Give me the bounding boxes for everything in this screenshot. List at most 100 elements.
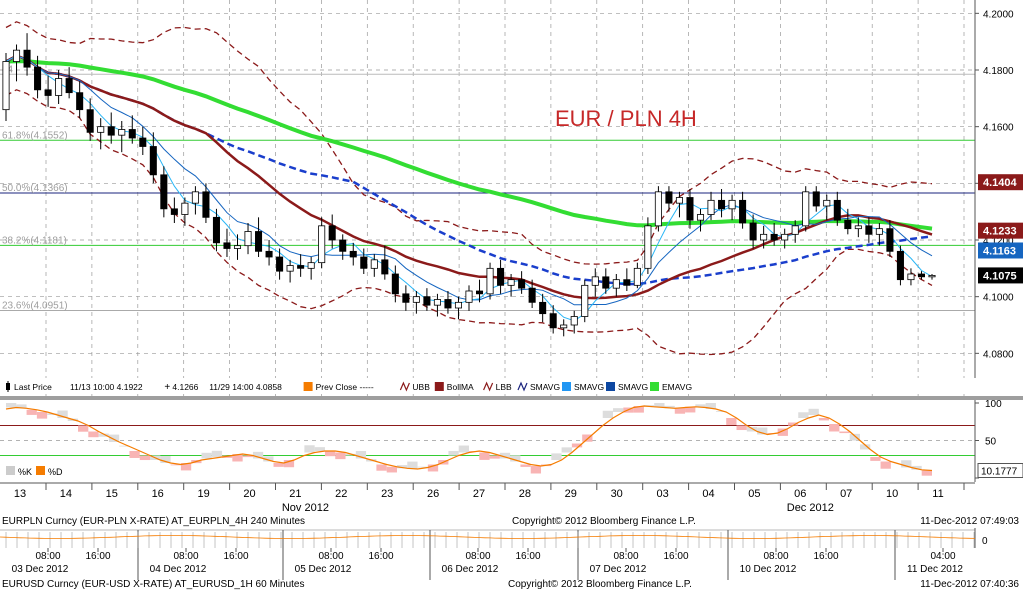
candle: [560, 319, 568, 337]
stochastic-background: [0, 400, 975, 482]
stoch-k-fill: [654, 403, 665, 408]
candle: [623, 268, 631, 291]
candle-body: [297, 265, 305, 269]
lower-bollinger-band: [5, 89, 933, 356]
eurusd-time-label: 16:00: [368, 551, 393, 562]
legend-item: UBB: [399, 381, 430, 392]
candle-body: [507, 279, 515, 286]
candle-body: [917, 273, 925, 278]
candle: [518, 271, 526, 294]
legend-item: 11/29 14:00 4.0858: [209, 382, 282, 392]
stoch-k-fill: [88, 431, 99, 438]
stoch-k-fill: [47, 413, 58, 415]
eurusd-date-label: 10 Dec 2012: [740, 564, 797, 575]
candle: [749, 214, 757, 249]
stochastic-axis: 100 50 10.1777: [975, 399, 1023, 479]
stoch-k-fill: [664, 405, 675, 409]
stoch-legend-swatch: [6, 466, 15, 475]
price-tag-box: [978, 267, 1023, 284]
candle-body: [539, 301, 547, 315]
price-tick-label: 4.1800: [983, 66, 1014, 77]
candle-body: [770, 233, 778, 241]
stoch-k-fill: [160, 456, 171, 463]
stoch-k-fill: [273, 463, 284, 467]
candle: [549, 305, 557, 334]
candle: [139, 126, 147, 155]
legend-label: SMAVG: [574, 382, 604, 392]
time-tick-label: 03: [656, 488, 668, 500]
stoch-k-fill: [921, 470, 932, 476]
time-tick-label: 06: [794, 488, 806, 500]
stoch-k-fill: [798, 412, 809, 418]
candle: [612, 274, 620, 297]
candle-body: [412, 296, 420, 303]
price-tick-label: 4.0800: [983, 349, 1014, 360]
candle: [307, 257, 315, 280]
candle: [581, 279, 589, 323]
stoch-tag-box: [977, 463, 1023, 478]
candle: [444, 291, 452, 314]
price-tag-label: 4.1075: [983, 270, 1017, 282]
candle-body: [749, 222, 757, 241]
footer-copyright: Copyright© 2012 Bloomberg Finance L.P.: [512, 516, 696, 527]
stoch-k-fill: [36, 412, 48, 419]
price-tag-label: 4.1404: [983, 177, 1018, 189]
candle-body: [665, 191, 673, 204]
candle: [486, 262, 494, 300]
stoch-k-fill: [829, 424, 840, 432]
candle-body: [844, 219, 852, 230]
stoch-k-fill: [417, 466, 428, 468]
stoch-k-fill: [26, 409, 37, 415]
stoch-k-fill: [808, 408, 819, 415]
legend-plus-icon: +: [164, 382, 170, 393]
stoch-k-fill: [180, 463, 192, 471]
price-tick-label: 4.1000: [983, 293, 1014, 304]
candle-body: [212, 216, 220, 244]
candle-body: [560, 324, 568, 329]
candle-body: [328, 225, 336, 241]
candle-body: [633, 267, 641, 286]
candle-body: [391, 273, 399, 295]
stoch-k-fill: [324, 451, 336, 457]
stoch-tick-label: 100: [985, 399, 1002, 410]
candle-body: [65, 78, 73, 94]
candle-body: [875, 228, 883, 235]
candle: [297, 254, 305, 277]
candle-body: [718, 199, 726, 210]
stoch-k-fill: [16, 404, 27, 409]
stoch-k-fill: [427, 464, 439, 472]
time-tick-label: 14: [60, 488, 72, 500]
candle-body: [276, 256, 284, 272]
time-axis-ticks: 13 14 15 16 19 20 21 22 23 26 27 28 29 30 03 04 05 06 07 10…: [14, 483, 965, 514]
candle-body: [549, 313, 557, 329]
candle: [44, 75, 52, 107]
time-tick-label: 13: [14, 488, 26, 500]
candle: [286, 259, 294, 283]
candle: [160, 166, 168, 218]
candle-body: [612, 279, 620, 289]
stoch-k-fill: [674, 407, 686, 414]
candle-body: [696, 214, 705, 221]
stoch-k-fill: [510, 455, 521, 462]
fib-level-label: 50.0%(4.1366): [2, 183, 68, 194]
chart-annotation: EUR / PLN 4H: [555, 106, 697, 131]
legend-item: SMAVG: [562, 382, 604, 392]
candle: [318, 217, 326, 269]
stoch-k-fill: [386, 466, 397, 473]
stoch-k-fill: [685, 406, 696, 413]
candle: [875, 223, 883, 246]
eurusd-date-label: 11 Dec 2012: [907, 564, 963, 575]
price-tag-label: 4.1163: [983, 245, 1016, 257]
candle: [370, 254, 378, 277]
stoch-k-fill: [119, 445, 130, 447]
candle: [65, 67, 73, 99]
candle: [812, 186, 820, 212]
legend-item: Last Price: [6, 381, 52, 392]
bollinger-ma-line: [5, 54, 933, 300]
legend-label: EMAVG: [662, 382, 692, 392]
price-tag-box: [978, 222, 1023, 239]
price-tag-box: [978, 174, 1023, 191]
footer-eurpln: EURPLN Curncy (EUR-PLN X-RATE) AT_EURPLN…: [2, 516, 1019, 527]
eurusd-zero-label: 0: [982, 536, 988, 547]
candle: [833, 191, 841, 226]
